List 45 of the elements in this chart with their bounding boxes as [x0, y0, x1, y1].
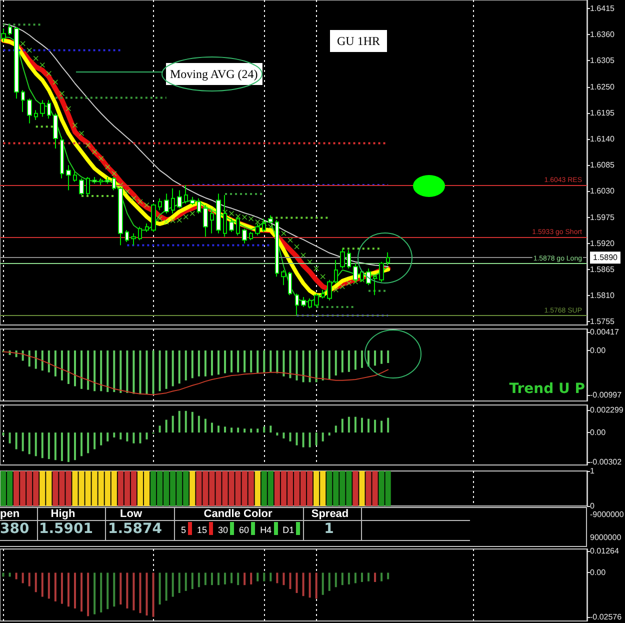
- text: 9000000: [590, 533, 622, 542]
- y-tick-label: -0.00302: [590, 458, 622, 467]
- y-tick-label: 1.6140: [590, 134, 616, 144]
- annotation: 1.5890: [593, 253, 618, 262]
- y-tick-label: -0.00997: [590, 390, 622, 400]
- text: pen: [0, 508, 20, 520]
- y-tick-label: 1.6415: [590, 4, 616, 14]
- text: -9000000: [590, 510, 624, 519]
- text: 1: [324, 521, 334, 537]
- y-tick-label: 1.5755: [590, 317, 616, 326]
- y-tick-label: 0.01264: [590, 546, 620, 556]
- y-tick-label: 0.00417: [590, 327, 620, 336]
- category-label: 5: [181, 525, 186, 535]
- category-label: 15: [197, 525, 208, 535]
- y-tick-label: 1.5920: [590, 238, 616, 248]
- y-tick-label: 1.5975: [590, 212, 616, 222]
- annotation: GU 1HR: [337, 34, 380, 48]
- y-tick-label: 0.00: [590, 346, 606, 355]
- y-tick-label: 1: [590, 466, 595, 476]
- text: Candle Color: [204, 508, 272, 520]
- y-tick-label: 1.5810: [590, 291, 616, 300]
- text: Spread: [311, 508, 349, 520]
- y-tick-label: 0.00: [590, 428, 606, 438]
- y-tick-label: -0.02576: [590, 612, 622, 622]
- y-tick-label: 1.5865: [590, 264, 616, 274]
- y-tick-label: 1.6305: [590, 56, 616, 66]
- y-tick-label: 0.002299: [590, 405, 624, 414]
- y-tick-label: 1.6250: [590, 82, 616, 92]
- annotation: Trend U P: [509, 381, 586, 397]
- text: Low: [120, 508, 142, 520]
- y-tick-label: 1.6030: [590, 186, 616, 196]
- annotation: Moving AVG (24): [170, 67, 258, 81]
- text: 1.5874: [108, 521, 162, 537]
- y-tick-label: 1.6085: [590, 160, 616, 170]
- category-label: 60: [239, 525, 250, 535]
- category-label: 30: [218, 525, 228, 535]
- text: 1.5901: [38, 521, 94, 537]
- y-tick-label: 0: [590, 502, 595, 510]
- y-tick-label: 0.00: [590, 568, 606, 578]
- category-label: H4: [260, 525, 272, 535]
- y-tick-label: 1.6360: [590, 30, 616, 40]
- category-label: D1: [282, 525, 294, 535]
- y-tick-label: 1.6195: [590, 108, 616, 118]
- text: 380: [0, 521, 30, 537]
- text: High: [50, 508, 76, 520]
